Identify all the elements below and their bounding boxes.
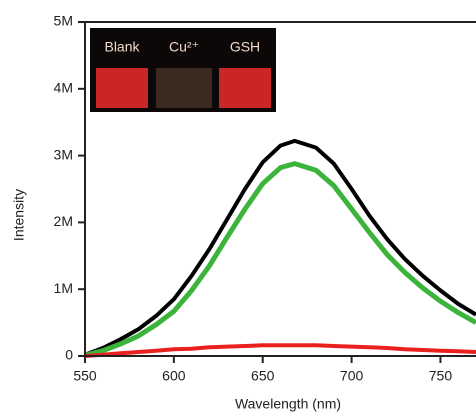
x-tick-label: 650 (251, 368, 275, 384)
x-tick-label: 600 (162, 368, 186, 384)
inset-label: Cu²⁺ (169, 39, 199, 55)
series-line (84, 343, 476, 358)
inset-photo (90, 28, 276, 112)
plot-frame (84, 21, 476, 357)
series-line (84, 138, 476, 357)
series-line (84, 161, 476, 358)
y-tick-label: 1M (54, 280, 73, 296)
x-tick-label: 750 (429, 368, 453, 384)
y-axis-label: Intensity (11, 189, 27, 241)
y-tick-label: 5M (54, 13, 73, 29)
y-tick-label: 3M (54, 146, 73, 162)
x-tick-label: 550 (73, 368, 97, 384)
inset-label: GSH (230, 39, 260, 55)
y-tick-label: 0 (65, 347, 73, 363)
inset-label: Blank (104, 39, 140, 55)
y-tick-label: 4M (54, 80, 73, 96)
y-tick-label: 2M (54, 213, 73, 229)
x-axis-label: Wavelength (nm) (235, 396, 341, 412)
x-tick-label: 700 (340, 368, 364, 384)
